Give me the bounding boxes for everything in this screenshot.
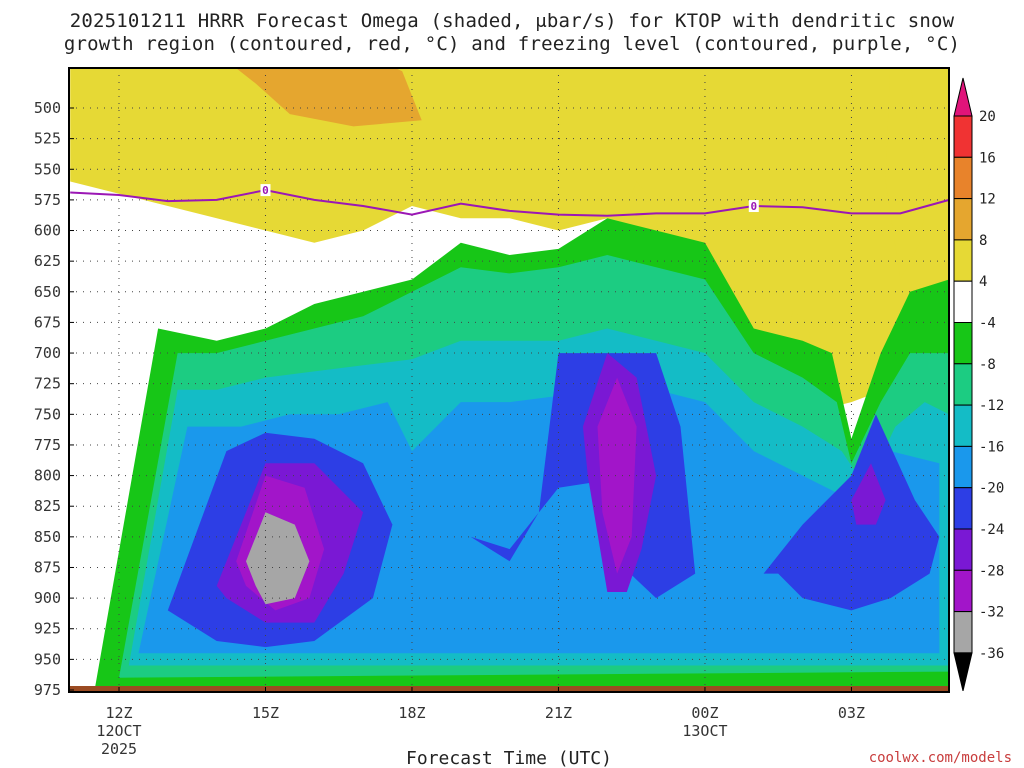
omega-region-sink-4c: [885, 68, 930, 280]
colorbar-label: -20: [979, 481, 1004, 497]
colorbar-label: -36: [979, 646, 1004, 662]
freezing-level-label: 0: [750, 200, 757, 213]
chart-title-line-1: 2025101211 HRRR Forecast Omega (shaded, …: [69, 10, 955, 32]
freezing-level-contour: 00: [70, 184, 949, 217]
y-tick-label: 900: [34, 589, 61, 607]
freezing-level-label-bg: [748, 200, 759, 213]
x-tick-year: 2025: [101, 740, 137, 758]
y-tick-label: 975: [34, 681, 61, 699]
colorbar-bin: [953, 611, 973, 654]
colorbar-bin: [953, 487, 973, 530]
y-tick-label: 750: [34, 405, 61, 423]
colorbar-top-arrow: [953, 77, 973, 117]
y-tick-label: 650: [34, 283, 61, 301]
colorbar-label: 16: [979, 150, 996, 166]
y-tick-label: 825: [34, 497, 61, 515]
y-tick-label: 925: [34, 620, 61, 638]
colorbar-label: -8: [979, 357, 996, 373]
x-tick-date: 13OCT: [682, 722, 727, 740]
y-tick-label: 700: [34, 344, 61, 362]
omega-region-lift-24c: [851, 463, 886, 525]
x-tick-label: 12Z: [105, 704, 132, 722]
ground-surface: [69, 686, 949, 692]
colorbar-bin: [953, 322, 973, 365]
colorbar-label: -32: [979, 605, 1004, 621]
credit-link[interactable]: coolwx.com/models: [869, 750, 1012, 766]
x-tick-label: 00Z: [691, 704, 718, 722]
colorbar-bin: [953, 569, 973, 613]
colorbar: 20 16 12 8 4 -4 -8 -12 -16 -20 -24 -28 -32 -36: [953, 77, 1004, 692]
x-axis-title: Forecast Time (UTC): [406, 748, 612, 768]
colorbar-label: 12: [979, 192, 996, 208]
colorbar-bin: [953, 280, 973, 324]
y-tick-label: 875: [34, 558, 61, 576]
colorbar-label: -24: [979, 522, 1004, 538]
freezing-level-label: 0: [262, 184, 269, 197]
y-tick-label: 525: [34, 130, 61, 148]
colorbar-label: 4: [979, 274, 987, 290]
x-tick-label: 18Z: [398, 704, 425, 722]
omega-region-lift-28b: [597, 377, 637, 574]
ground-strip: [69, 686, 949, 692]
colorbar-label: -28: [979, 563, 1004, 579]
colorbar-label: -12: [979, 398, 1004, 414]
colorbar-label: 20: [979, 109, 996, 125]
colorbar-bin: [953, 198, 973, 241]
x-tick-label: 03Z: [838, 704, 865, 722]
y-tick-label: 775: [34, 436, 61, 454]
colorbar-bottom-arrow: [953, 652, 973, 692]
omega-region-sink-8: [235, 68, 422, 127]
x-tick-date: 12OCT: [96, 722, 141, 740]
chart-title-line-2: growth region (contoured, red, °C) and f…: [63, 33, 961, 55]
y-tick-label: 725: [34, 375, 61, 393]
freezing-level-label-bg: [260, 184, 271, 197]
omega-region-sink-4b: [70, 68, 949, 415]
y-tick-label: 625: [34, 252, 61, 270]
y-tick-label: 600: [34, 222, 61, 240]
y-tick-label: 575: [34, 191, 61, 209]
omega-shading: [70, 68, 949, 690]
omega-region-lift-20c: [763, 414, 940, 611]
colorbar-label: -16: [979, 439, 1004, 455]
colorbar-label: -4: [979, 316, 996, 332]
y-tick-label: 950: [34, 650, 61, 668]
y-tick-label: 675: [34, 313, 61, 331]
omega-region-lift-32: [246, 512, 310, 605]
colorbar-bin: [953, 156, 973, 200]
x-tick-label: 21Z: [545, 704, 572, 722]
colorbar-bin: [953, 115, 973, 158]
colorbar-bin: [953, 239, 973, 282]
colorbar-bin: [953, 363, 973, 406]
pressure-axis: 500 525 550 575 600 625 650 675 700 725 750 775 800 8…: [34, 99, 74, 699]
y-tick-label: 500: [34, 99, 61, 117]
y-tick-label: 550: [34, 160, 61, 178]
colorbar-bin: [953, 528, 973, 571]
y-tick-label: 800: [34, 467, 61, 485]
plot-border: [68, 67, 950, 693]
colorbar-bin: [953, 445, 973, 489]
x-tick-label: 15Z: [252, 704, 279, 722]
freezing-level-line: [70, 189, 949, 217]
y-tick-label: 850: [34, 528, 61, 546]
omega-region-sink-4e: [626, 181, 661, 262]
colorbar-label: 8: [979, 233, 987, 249]
colorbar-bin: [953, 404, 973, 447]
plot-frame: [68, 67, 950, 693]
